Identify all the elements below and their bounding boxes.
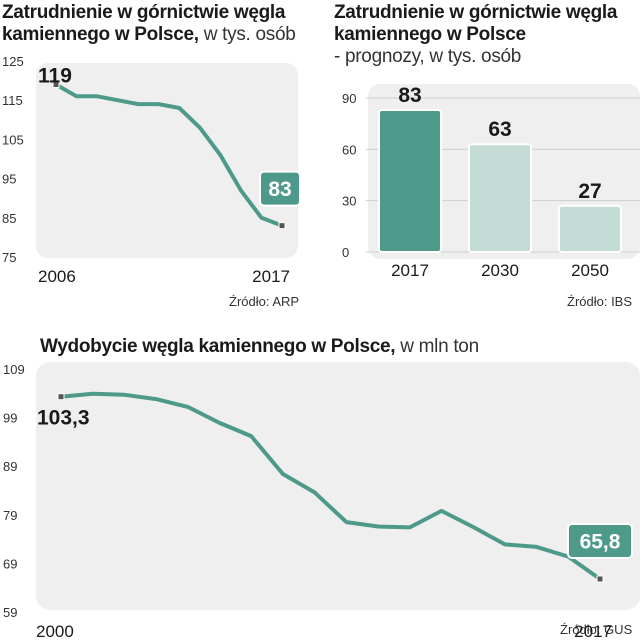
chart1-ytick-2: 105: [2, 132, 24, 147]
chart1-unit: w tys. osób: [203, 24, 296, 45]
chart2-xlabel-2017: 2017: [391, 261, 429, 280]
chart1-xlabel-end: 2017: [252, 267, 290, 286]
chart3-ytick-0: 109: [3, 362, 25, 377]
chart3-end-label-box: [567, 522, 633, 559]
chart2-ytick-3: 0: [342, 245, 349, 260]
chart3-ytick-1: 99: [3, 411, 17, 426]
chart3-ytick-2: 89: [3, 459, 17, 474]
chart2-value-label-2017: 83: [398, 84, 421, 107]
chart1-ytick-4: 85: [2, 211, 16, 226]
chart2-title: Zatrudnienie w górnictwie węgla kamienne…: [334, 2, 634, 68]
chart2-xlabel-2030: 2030: [481, 261, 519, 280]
chart3-end-label: 65,8: [580, 530, 621, 553]
chart3-xlabel-start: 2000: [36, 622, 74, 640]
chart1-title: Zatrudnienie w górnictwie węgla kamienne…: [2, 2, 320, 46]
chart2-bar-2030: [468, 143, 532, 253]
chart1-ytick-1: 115: [2, 93, 23, 108]
chart1-xlabel-start: 2006: [38, 267, 76, 286]
chart3-title: Wydobycie węgla kamiennego w Polsce, w m…: [40, 336, 640, 358]
chart3-xlabel-end: 2017: [574, 622, 612, 640]
chart3-ytick-5: 59: [3, 605, 17, 620]
chart1-point-2006: [52, 81, 60, 89]
chart3-title-text: Wydobycie węgla kamiennego w Polsce,: [40, 336, 396, 357]
chart3-point-2017: [596, 575, 604, 583]
chart2-bar-2017: [378, 108, 442, 253]
chart2-subtitle: - prognozy, w tys. osób: [334, 46, 522, 67]
chart3-ytick-4: 69: [3, 556, 17, 571]
chart3-source: Źródło: GUS: [560, 622, 633, 637]
chart3-point-2000: [57, 393, 65, 401]
chart2-ytick-0: 90: [342, 91, 356, 106]
chart1-source: Źródło: ARP: [229, 294, 300, 309]
chart2-xlabel-2050: 2050: [571, 261, 609, 280]
chart3-series-line: [59, 391, 602, 581]
chart1-ytick-0: 125: [2, 54, 24, 69]
chart2-ytick-2: 30: [342, 194, 356, 209]
chart2-value-label-2030: 63: [488, 118, 511, 141]
chart1-end-label: 83: [268, 178, 291, 201]
chart3-panel: [36, 362, 640, 610]
chart1-series-line: [54, 82, 284, 228]
chart2-title-text: Zatrudnienie w górnictwie węgla kamienne…: [334, 2, 618, 45]
chart1-start-label: 119: [38, 65, 72, 88]
chart3-ytick-3: 79: [3, 508, 17, 523]
chart1-title-text: Zatrudnienie w górnictwie węgla kamienne…: [2, 2, 286, 45]
chart1-point-2017: [278, 222, 286, 230]
chart1-panel: [36, 63, 298, 258]
chart1-end-label-box: [259, 170, 301, 207]
chart1-ytick-3: 95: [2, 172, 16, 187]
chart1-ytick-5: 75: [2, 250, 16, 265]
chart3-unit: w mln ton: [400, 336, 479, 357]
chart2-source: Źródło: IBS: [567, 294, 633, 309]
chart2-ytick-1: 60: [342, 142, 356, 157]
chart2-bar-2050: [558, 204, 622, 254]
chart3-start-label: 103,3: [37, 407, 90, 430]
chart2-value-label-2050: 27: [578, 180, 601, 203]
